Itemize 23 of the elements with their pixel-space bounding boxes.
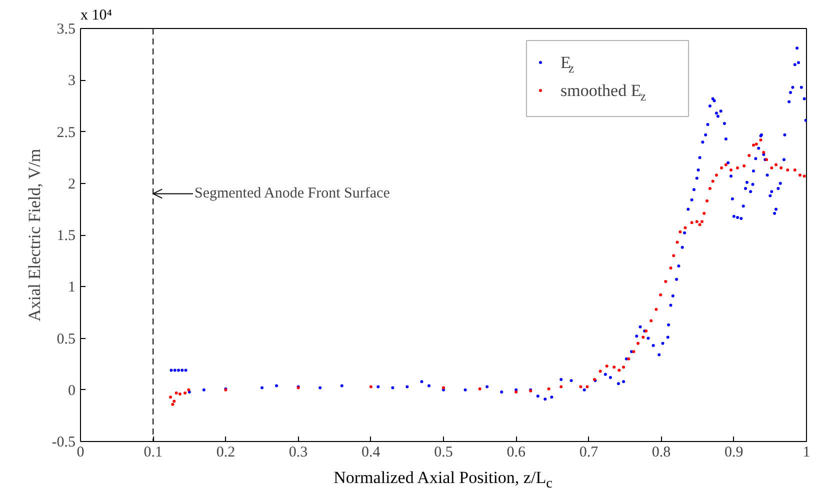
y-tick-label: 1.5: [56, 228, 76, 244]
y-tick-label: 3.5: [56, 22, 76, 38]
y-tick-label: 3: [68, 73, 76, 90]
y-tick-label: 2.5: [56, 124, 76, 141]
x-tick-label: 0.4: [362, 444, 381, 460]
y-tick-label: 0.5: [56, 331, 76, 348]
y-axis-title: Axial Electric Field, V/m: [24, 148, 44, 322]
x-tick-label: 0.7: [579, 444, 599, 460]
y-tick-label: 2: [68, 176, 76, 192]
y-tick-label: 1: [68, 280, 76, 296]
y-tick-label: -0.5: [52, 434, 76, 450]
x-tick-label: 0.2: [216, 444, 236, 460]
x-tick-label: 0.8: [652, 444, 671, 460]
x-tick-label: 0.3: [288, 444, 308, 460]
x-tick-label: 0.1: [144, 444, 162, 460]
x-tick-label: 1: [802, 444, 810, 460]
x-tick-label: 0.5: [434, 444, 453, 460]
annotation: Segmented Anode Front Surface: [194, 186, 390, 202]
x-tick-label: 0.9: [724, 444, 744, 460]
text: x 10⁴: [80, 8, 112, 24]
x-tick-label: 0.6: [506, 444, 526, 460]
x-axis-title: Normalized Axial Position, z/L$_{c}$: [334, 468, 552, 492]
y-tick-label: 0: [68, 382, 76, 399]
